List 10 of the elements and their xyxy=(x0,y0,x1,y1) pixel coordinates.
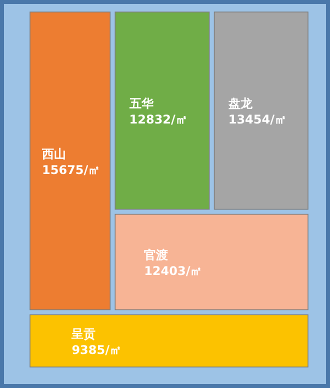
category-label: 盘龙 xyxy=(227,96,254,111)
data-label: 15675/㎡ xyxy=(42,162,100,177)
data-label: 13454/㎡ xyxy=(228,112,286,127)
data-label: 12403/㎡ xyxy=(144,264,202,278)
category-label: 西山 xyxy=(41,146,66,161)
category-label: 五华 xyxy=(128,96,154,111)
data-label: 12832/㎡ xyxy=(129,112,188,127)
category-label: 呈贡 xyxy=(70,326,96,341)
data-label: 9385/㎡ xyxy=(72,342,122,357)
category-label: 官渡 xyxy=(144,248,168,262)
